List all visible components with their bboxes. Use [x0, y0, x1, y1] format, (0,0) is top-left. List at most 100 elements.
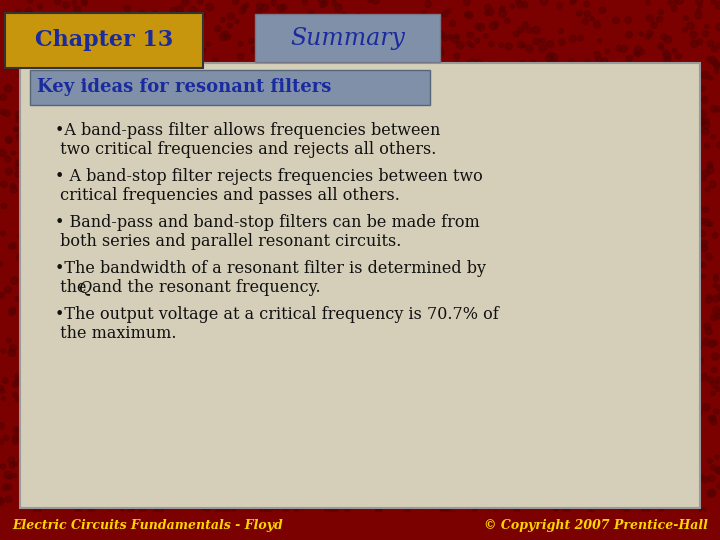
Point: [380, 499, 392, 508]
Point: [431, 474, 442, 482]
Point: [490, 318, 501, 327]
Point: [314, 309, 325, 318]
Point: [669, 443, 680, 451]
Point: [708, 0, 719, 6]
Point: [452, 516, 464, 525]
Point: [504, 388, 516, 397]
Point: [611, 534, 623, 540]
Point: [228, 505, 239, 514]
Point: [541, 516, 553, 525]
Point: [17, 240, 29, 248]
Point: [0, 512, 11, 521]
Point: [557, 534, 569, 540]
Point: [657, 497, 669, 505]
Point: [72, 507, 84, 515]
Point: [324, 380, 336, 388]
Point: [594, 345, 606, 354]
Point: [168, 372, 179, 380]
Point: [572, 285, 584, 294]
Point: [439, 34, 451, 43]
Point: [494, 346, 505, 354]
Point: [637, 418, 649, 427]
Point: [634, 339, 645, 348]
Point: [382, 96, 394, 104]
Point: [138, 370, 150, 379]
Point: [595, 422, 606, 430]
Point: [466, 222, 477, 231]
Point: [248, 351, 259, 360]
Point: [106, 434, 117, 443]
Point: [582, 200, 593, 208]
Point: [284, 66, 295, 75]
Point: [437, 450, 449, 458]
Point: [140, 232, 151, 241]
Point: [635, 367, 647, 376]
Point: [700, 127, 711, 136]
Point: [483, 179, 495, 188]
Point: [297, 18, 308, 27]
Point: [0, 483, 11, 491]
Point: [636, 416, 648, 424]
Point: [570, 347, 581, 356]
Point: [24, 104, 35, 113]
Point: [483, 79, 495, 87]
Point: [86, 490, 97, 498]
Point: [165, 387, 176, 395]
Point: [73, 77, 84, 86]
Point: [348, 387, 360, 396]
Point: [158, 352, 170, 361]
Point: [404, 434, 415, 443]
Point: [98, 235, 109, 244]
Point: [513, 417, 525, 426]
Point: [65, 93, 76, 102]
Point: [10, 436, 22, 445]
Point: [141, 407, 153, 416]
Point: [644, 147, 656, 156]
Point: [549, 280, 560, 288]
Point: [562, 76, 573, 84]
Point: [669, 320, 680, 328]
Point: [149, 127, 161, 136]
Point: [276, 387, 288, 396]
Point: [236, 190, 248, 198]
Point: [184, 457, 195, 466]
Point: [656, 84, 667, 93]
Point: [335, 33, 346, 42]
Point: [526, 154, 537, 163]
Point: [129, 184, 140, 192]
Point: [701, 141, 713, 150]
Point: [283, 56, 294, 65]
Point: [335, 333, 346, 341]
Point: [282, 480, 293, 488]
Point: [395, 242, 406, 251]
Point: [534, 519, 545, 528]
Point: [326, 447, 338, 455]
Point: [122, 240, 133, 248]
Point: [140, 320, 151, 328]
Point: [109, 246, 121, 254]
Point: [664, 113, 675, 122]
Point: [183, 380, 194, 389]
Point: [328, 174, 340, 183]
Point: [265, 426, 276, 435]
Point: [168, 521, 179, 530]
Point: [36, 275, 48, 284]
Point: [602, 190, 613, 199]
Point: [262, 280, 274, 289]
Point: [52, 514, 63, 522]
Point: [75, 434, 86, 442]
Point: [629, 489, 641, 498]
Point: [668, 427, 680, 436]
Point: [121, 269, 132, 278]
Point: [294, 298, 306, 306]
Point: [678, 241, 689, 249]
Point: [35, 43, 46, 51]
Point: [508, 303, 519, 312]
Point: [708, 417, 719, 426]
Point: [402, 510, 413, 518]
Point: [366, 492, 378, 501]
Point: [289, 90, 301, 98]
Point: [337, 533, 348, 540]
Point: [567, 188, 579, 197]
Point: [191, 432, 202, 441]
